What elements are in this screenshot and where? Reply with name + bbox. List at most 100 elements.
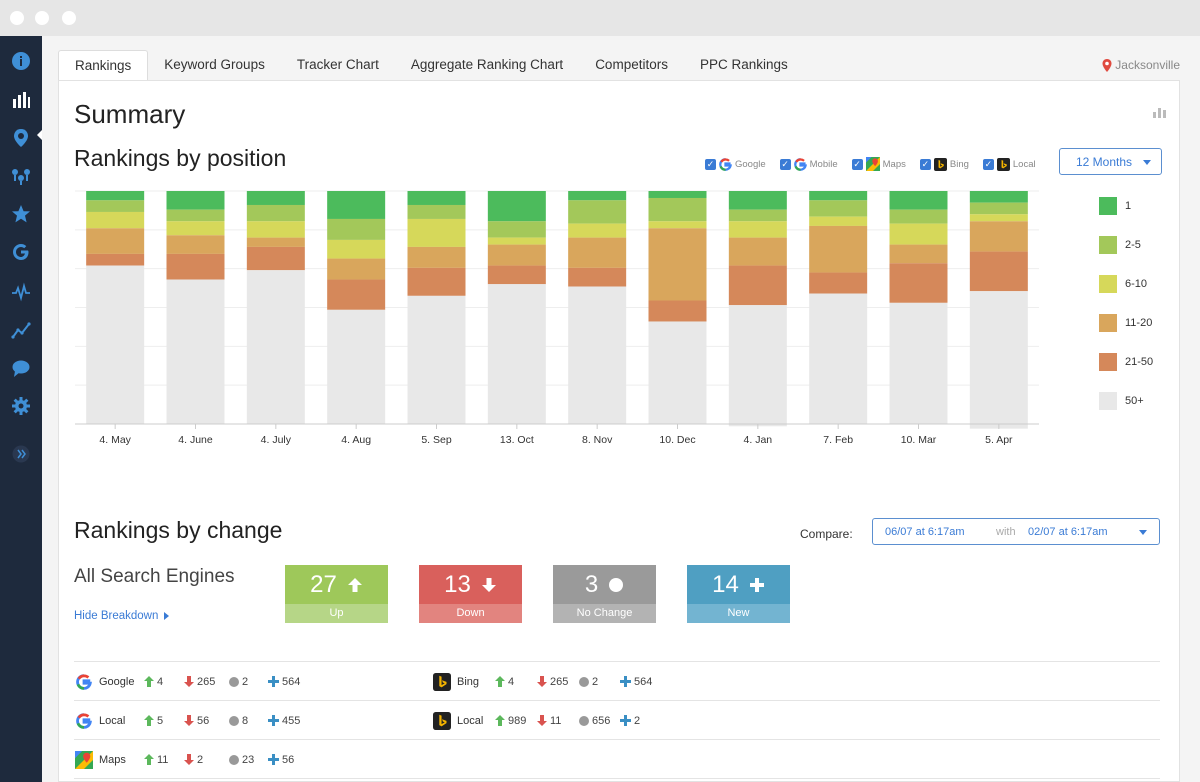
- bar-segment-21-50[interactable]: [809, 272, 868, 294]
- location-link[interactable]: Jacksonville: [1102, 58, 1180, 72]
- bar-segment-2-5[interactable]: [568, 200, 627, 224]
- bar-segment-21-50[interactable]: [86, 253, 145, 266]
- bar-segment-11-20[interactable]: [648, 228, 707, 301]
- google-g-icon[interactable]: [9, 240, 33, 264]
- bar-segment-11-20[interactable]: [407, 246, 466, 268]
- bar-segment-11-20[interactable]: [246, 237, 305, 247]
- bar-segment-6-10[interactable]: [648, 221, 707, 229]
- engine-filter-maps[interactable]: ✓ Maps: [851, 157, 906, 171]
- window-maximize-dot[interactable]: [62, 11, 76, 25]
- bar-segment-11-20[interactable]: [568, 237, 627, 268]
- engine-filter-bing[interactable]: ✓ Bing: [919, 157, 969, 171]
- bar-segment-21-50[interactable]: [246, 246, 305, 271]
- bar-segment-50+[interactable]: [889, 302, 948, 424]
- bar-segment-2-5[interactable]: [728, 209, 787, 222]
- hide-breakdown-link[interactable]: Hide Breakdown: [74, 610, 170, 622]
- bar-segment-6-10[interactable]: [969, 214, 1028, 222]
- bar-segment-6-10[interactable]: [889, 223, 948, 245]
- bar-segment-1[interactable]: [407, 191, 466, 205]
- tab-rankings[interactable]: Rankings: [58, 50, 149, 80]
- tab-ppc-rankings[interactable]: PPC Rankings: [699, 57, 788, 72]
- multi-pin-icon[interactable]: [9, 164, 33, 188]
- star-icon[interactable]: [9, 202, 33, 226]
- bar-segment-2-5[interactable]: [407, 204, 466, 219]
- bar-segment-1[interactable]: [648, 191, 707, 198]
- bar-segment-1[interactable]: [86, 191, 145, 201]
- compare-select[interactable]: 06/07 at 6:17am with 02/07 at 6:17am: [872, 518, 1160, 545]
- bar-segment-1[interactable]: [809, 191, 868, 201]
- bar-segment-11-20[interactable]: [86, 228, 145, 254]
- rankings-bars-icon[interactable]: [9, 88, 33, 112]
- legend-item[interactable]: 1: [1099, 197, 1131, 215]
- bar-segment-1[interactable]: [327, 191, 386, 219]
- bar-segment-6-10[interactable]: [728, 221, 787, 238]
- bar-segment-6-10[interactable]: [246, 221, 305, 238]
- bar-segment-1[interactable]: [889, 191, 948, 210]
- bar-segment-2-5[interactable]: [246, 204, 305, 222]
- bar-segment-2-5[interactable]: [487, 221, 546, 238]
- bar-segment-2-5[interactable]: [648, 197, 707, 222]
- tab-aggregate-ranking-chart[interactable]: Aggregate Ranking Chart: [410, 57, 564, 72]
- bar-segment-50+[interactable]: [166, 279, 225, 424]
- expand-sidebar-icon[interactable]: [9, 442, 33, 466]
- checkbox-checked-icon[interactable]: ✓: [851, 158, 863, 170]
- bar-segment-1[interactable]: [969, 191, 1028, 203]
- period-select[interactable]: 12 Months: [1059, 148, 1162, 175]
- bar-segment-1[interactable]: [166, 191, 225, 210]
- bar-segment-21-50[interactable]: [487, 265, 546, 285]
- pulse-icon[interactable]: [9, 280, 33, 304]
- bar-segment-50+[interactable]: [327, 309, 386, 424]
- checkbox-checked-icon[interactable]: ✓: [982, 158, 994, 170]
- checkbox-checked-icon[interactable]: ✓: [705, 158, 716, 170]
- window-close-dot[interactable]: [10, 11, 24, 25]
- checkbox-checked-icon[interactable]: ✓: [919, 158, 931, 170]
- trend-line-icon[interactable]: [9, 318, 33, 342]
- tab-tracker-chart[interactable]: Tracker Chart: [296, 57, 379, 72]
- engine-filter-local[interactable]: ✓ Local: [982, 157, 1036, 171]
- bar-segment-11-20[interactable]: [487, 244, 546, 266]
- bar-segment-6-10[interactable]: [327, 239, 386, 259]
- bar-segment-50+[interactable]: [969, 291, 1028, 429]
- chart-toggle-icon[interactable]: [1153, 105, 1167, 123]
- bar-segment-21-50[interactable]: [568, 267, 627, 287]
- bar-segment-21-50[interactable]: [969, 251, 1028, 292]
- change-box-new[interactable]: 14 New: [687, 565, 790, 623]
- bar-segment-1[interactable]: [246, 191, 305, 205]
- bar-segment-21-50[interactable]: [728, 265, 787, 306]
- bar-segment-6-10[interactable]: [407, 218, 466, 247]
- checkbox-checked-icon[interactable]: ✓: [779, 158, 791, 170]
- bar-segment-50+[interactable]: [809, 293, 868, 424]
- bar-segment-6-10[interactable]: [568, 223, 627, 238]
- engine-filter-google[interactable]: ✓ Google: [705, 157, 766, 171]
- bar-segment-1[interactable]: [728, 191, 787, 210]
- bar-segment-2-5[interactable]: [166, 209, 225, 222]
- bar-segment-2-5[interactable]: [969, 202, 1028, 215]
- bar-segment-21-50[interactable]: [889, 263, 948, 303]
- bar-segment-2-5[interactable]: [809, 200, 868, 217]
- legend-item[interactable]: 2-5: [1099, 236, 1141, 254]
- bar-segment-50+[interactable]: [407, 295, 466, 424]
- chat-bubble-icon[interactable]: [9, 356, 33, 380]
- map-pin-icon[interactable]: [9, 126, 33, 150]
- bar-segment-11-20[interactable]: [166, 235, 225, 254]
- bar-segment-11-20[interactable]: [327, 258, 386, 280]
- window-minimize-dot[interactable]: [35, 11, 49, 25]
- change-box-no-change[interactable]: 3 No Change: [553, 565, 656, 623]
- bar-segment-21-50[interactable]: [327, 279, 386, 310]
- bar-segment-50+[interactable]: [246, 270, 305, 424]
- bar-segment-2-5[interactable]: [889, 209, 948, 224]
- bar-segment-1[interactable]: [487, 191, 546, 222]
- legend-item[interactable]: 50+: [1099, 392, 1144, 410]
- bar-segment-21-50[interactable]: [648, 300, 707, 322]
- bar-segment-21-50[interactable]: [166, 253, 225, 280]
- change-box-up[interactable]: 27 Up: [285, 565, 388, 623]
- bar-segment-11-20[interactable]: [728, 237, 787, 266]
- bar-segment-50+[interactable]: [648, 321, 707, 424]
- legend-item[interactable]: 6-10: [1099, 275, 1147, 293]
- bar-segment-6-10[interactable]: [809, 216, 868, 226]
- info-icon[interactable]: [9, 49, 33, 73]
- tab-competitors[interactable]: Competitors: [595, 57, 668, 72]
- bar-segment-50+[interactable]: [86, 265, 145, 424]
- bar-segment-50+[interactable]: [568, 286, 627, 424]
- change-box-down[interactable]: 13 Down: [419, 565, 522, 623]
